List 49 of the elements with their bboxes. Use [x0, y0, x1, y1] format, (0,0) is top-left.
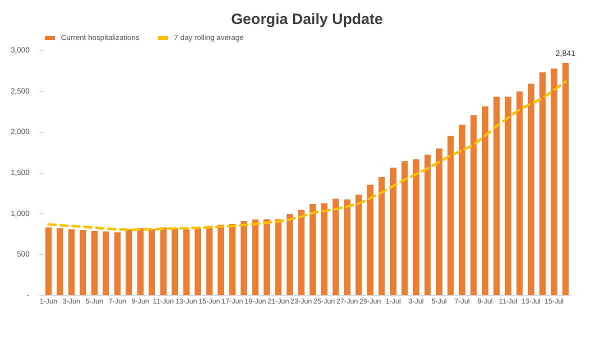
bar [470, 115, 477, 295]
bar [528, 84, 534, 295]
bar [286, 214, 293, 295]
bar [229, 224, 236, 295]
bar [390, 168, 396, 295]
bar [424, 154, 431, 295]
bar [458, 124, 466, 295]
bar [378, 176, 385, 295]
bar [194, 228, 201, 295]
bar [252, 220, 258, 295]
bar [56, 228, 64, 295]
bar [447, 136, 454, 295]
bar [240, 221, 247, 295]
bar [413, 159, 420, 295]
bar [160, 227, 167, 295]
bar [516, 91, 523, 295]
bar [550, 68, 558, 295]
bar [172, 228, 178, 295]
bar [493, 96, 500, 295]
chart-title: Georgia Daily Update [231, 11, 383, 28]
bar [218, 224, 224, 295]
data-label: 2,841 [556, 48, 576, 58]
bar [402, 161, 408, 295]
bar [482, 106, 488, 295]
bar [562, 62, 569, 295]
bar [332, 198, 339, 295]
bar [102, 231, 110, 295]
bar [68, 229, 75, 295]
line-series [47, 80, 567, 231]
bar [310, 204, 316, 295]
bar [275, 219, 282, 295]
bar [436, 148, 442, 295]
bar [344, 200, 350, 295]
bar [264, 219, 270, 295]
bar [80, 230, 86, 295]
bar [298, 210, 304, 295]
bar [356, 194, 362, 295]
bar [539, 72, 546, 295]
bar [148, 229, 156, 295]
bar [321, 203, 328, 295]
bar [45, 227, 52, 295]
bar [114, 232, 121, 295]
bar [183, 229, 190, 295]
bar [367, 184, 374, 295]
bar [91, 231, 98, 295]
bar [126, 229, 132, 295]
bar [206, 226, 212, 295]
bar [504, 96, 512, 295]
bar [137, 228, 144, 295]
